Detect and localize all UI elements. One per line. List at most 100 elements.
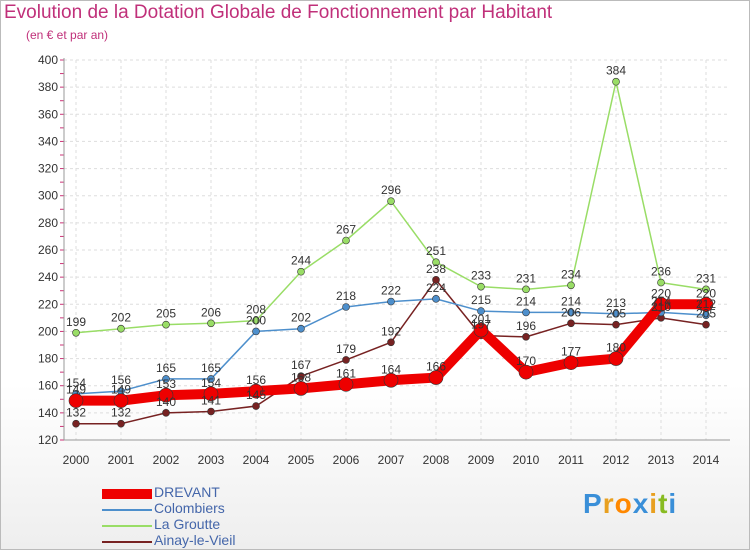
logo-letter: o [614,488,633,519]
chart-title: Evolution de la Dotation Globale de Fonc… [4,2,553,23]
data-point-drevant [68,393,84,408]
x-tick-label: 2013 [648,453,675,467]
series-lines [68,77,714,428]
data-label-colombiers: 212 [696,297,716,311]
data-label-colombiers: 156 [111,373,131,387]
data-label-drevant: 201 [471,312,491,326]
data-point-colombiers [522,308,530,317]
data-label-colombiers: 224 [426,281,446,295]
data-label-colombiers: 200 [246,313,266,327]
data-label-drevant: 177 [561,345,581,359]
data-label-ainay-le-vieil: 238 [426,262,446,276]
x-tick-label: 2009 [468,453,495,467]
y-tick-label: 340 [38,134,58,148]
data-label-la-groutte: 384 [606,64,626,78]
data-label-ainay-le-vieil: 145 [246,388,266,402]
data-point-la-groutte [162,320,170,329]
data-label-ainay-le-vieil: 205 [696,307,716,321]
data-point-ainay-le-vieil [387,338,395,347]
data-point-ainay-le-vieil [72,419,80,428]
data-label-drevant: 166 [426,360,446,374]
data-label-drevant: 154 [201,376,221,390]
data-label-la-groutte: 231 [696,271,716,285]
data-label-la-groutte: 202 [111,311,131,325]
data-label-ainay-le-vieil: 206 [561,305,581,319]
y-tick-label: 120 [38,433,58,447]
logo-letter: i [668,488,678,519]
data-point-ainay-le-vieil [342,356,350,364]
data-point-drevant [608,351,624,366]
legend-swatch [102,525,152,527]
x-tick-label: 2006 [333,453,360,467]
data-point-ainay-le-vieil [117,419,125,428]
chart-subtitle: (en € et par an) [26,28,109,42]
data-label-la-groutte: 205 [156,307,176,321]
data-point-ainay-le-vieil [522,333,530,341]
logo-letter: P [583,488,603,519]
data-point-la-groutte [252,316,260,325]
legend-swatch [102,541,152,543]
x-tick-label: 2002 [153,453,180,467]
data-label-ainay-le-vieil: 140 [156,395,176,409]
data-labels: 149 149 153 154 156 158 161 164 166 201 170 177 180 2… [66,64,716,420]
x-tick-label: 2012 [603,453,630,467]
x-tick-label: 2007 [378,453,405,467]
data-label-colombiers: 215 [471,293,491,307]
x-tick-label: 2000 [63,453,90,467]
data-point-la-groutte [612,77,620,86]
data-label-ainay-le-vieil: 179 [336,342,356,356]
data-label-colombiers: 214 [516,294,536,308]
data-point-drevant [428,370,444,385]
data-label-la-groutte: 267 [336,223,356,237]
y-tick-label: 380 [38,80,58,94]
y-tick-label: 160 [38,379,58,393]
data-point-drevant [473,322,489,338]
data-point-colombiers [567,308,575,317]
y-tick-label: 180 [38,352,58,366]
data-label-la-groutte: 208 [246,303,266,317]
data-label-ainay-le-vieil: 196 [516,319,536,333]
data-label-ainay-le-vieil: 132 [66,406,86,420]
data-label-colombiers: 202 [291,311,311,325]
data-label-la-groutte: 206 [201,305,221,319]
data-label-drevant: 164 [381,362,401,376]
data-point-colombiers [297,324,305,333]
data-point-la-groutte [522,285,530,294]
data-label-colombiers: 222 [381,284,401,298]
data-point-drevant [338,377,354,392]
x-tick-label: 2008 [423,453,450,467]
data-point-drevant [653,296,669,312]
data-label-colombiers: 214 [561,294,581,308]
legend-label: Colombiers [154,500,225,516]
data-label-ainay-le-vieil: 141 [201,394,221,408]
data-label-ainay-le-vieil: 192 [381,324,401,338]
data-point-la-groutte [72,328,80,337]
data-label-ainay-le-vieil: 197 [471,318,491,332]
logo-letter: i [649,488,659,519]
logo-letter: t [658,488,669,519]
data-point-drevant [158,387,174,403]
legend-swatch [102,489,152,499]
data-label-colombiers: 213 [606,296,626,310]
data-point-la-groutte [702,285,710,294]
logo-letter: x [632,488,650,519]
data-point-ainay-le-vieil [702,320,710,329]
data-label-ainay-le-vieil: 205 [606,307,626,321]
data-label-la-groutte: 251 [426,244,446,258]
legend-swatch [102,509,152,511]
x-tick-label: 2014 [693,453,720,467]
data-point-la-groutte [117,324,125,333]
data-point-colombiers [162,375,170,383]
data-point-drevant [293,381,309,396]
y-tick-label: 220 [38,297,58,311]
data-label-drevant: 170 [516,354,536,368]
x-tick-label: 2010 [513,453,540,467]
data-label-ainay-le-vieil: 132 [111,406,131,420]
data-point-la-groutte [477,282,485,291]
data-point-colombiers [207,375,215,383]
data-label-la-groutte: 244 [291,254,311,268]
data-label-colombiers: 214 [651,294,671,308]
data-point-ainay-le-vieil [207,407,215,416]
